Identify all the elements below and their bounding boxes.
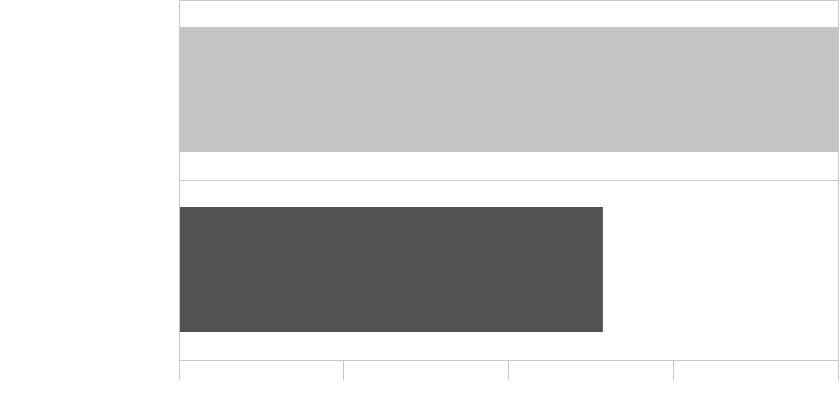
bar-2 <box>179 207 603 332</box>
axes <box>179 0 839 380</box>
bars <box>179 27 839 332</box>
bar-1 <box>179 27 839 152</box>
